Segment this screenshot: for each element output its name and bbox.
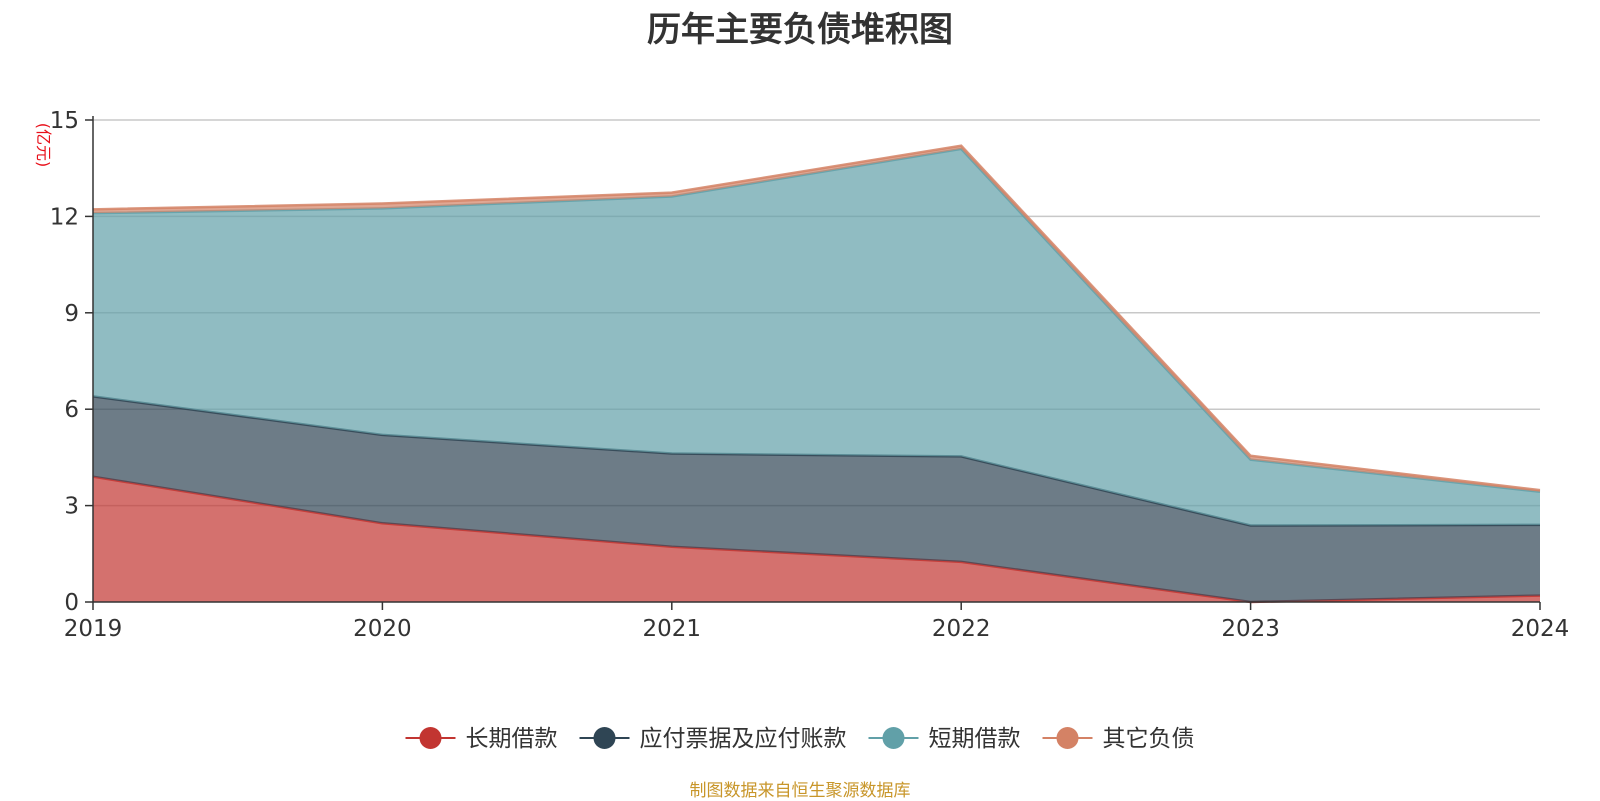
y-axis-unit-label: (亿元)	[34, 123, 53, 168]
y-tick-label: 9	[64, 301, 79, 327]
area-layer	[92, 144, 1541, 604]
y-tick-label: 12	[50, 204, 79, 230]
x-tick-label: 2022	[932, 616, 991, 642]
legend-label: 应付票据及应付账款	[640, 726, 847, 752]
y-tick-label: 15	[50, 108, 79, 134]
source-note: 制图数据来自恒生聚源数据库	[689, 781, 911, 801]
legend-marker	[593, 727, 616, 749]
axis-layer: 0 3 6 9 12 15 2019 2020 2021 2022 2023 2024	[50, 108, 1570, 642]
y-tick-label: 0	[64, 590, 79, 616]
legend-item-1[interactable]: 应付票据及应付账款	[579, 726, 847, 752]
x-tick-label: 2023	[1221, 616, 1280, 642]
legend-item-3[interactable]: 其它负债	[1042, 726, 1195, 752]
y-tick-label: 6	[64, 397, 79, 423]
y-tick-label: 3	[64, 494, 79, 520]
legend-marker	[419, 727, 442, 749]
legend-item-0[interactable]: 长期借款	[405, 726, 558, 752]
legend-label: 短期借款	[929, 726, 1021, 752]
area-series-1	[93, 396, 1540, 602]
legend-label: 其它负债	[1103, 726, 1195, 752]
legend-label: 长期借款	[466, 726, 558, 752]
chart-title: 历年主要负债堆积图	[647, 10, 953, 50]
legend-item-2[interactable]: 短期借款	[868, 726, 1021, 752]
x-tick-label: 2020	[353, 616, 412, 642]
x-tick-label: 2021	[643, 616, 702, 642]
area-line-series-3	[92, 144, 1541, 492]
x-tick-label: 2019	[64, 616, 123, 642]
x-tick-label: 2024	[1511, 616, 1570, 642]
area-series-0	[93, 476, 1540, 602]
legend: 长期借款 应付票据及应付账款 短期借款 其它负债	[405, 726, 1195, 752]
legend-marker	[882, 727, 905, 749]
legend-marker	[1056, 727, 1079, 749]
area-series-2	[93, 148, 1540, 526]
